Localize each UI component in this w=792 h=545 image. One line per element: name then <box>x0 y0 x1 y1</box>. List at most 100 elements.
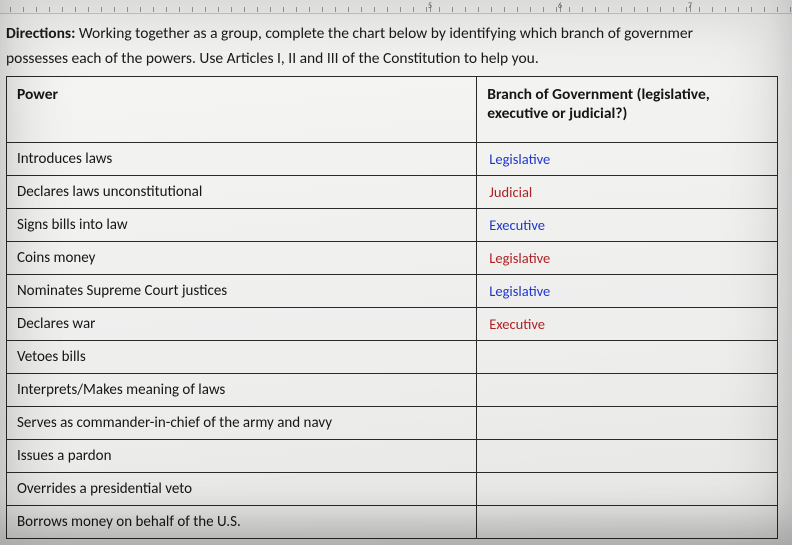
ruler-tick <box>608 7 609 12</box>
ruler-tick <box>465 7 466 12</box>
cell-branch[interactable]: Executive <box>477 307 778 340</box>
ruler-tick <box>504 7 505 12</box>
ruler-tick <box>699 7 700 12</box>
ruler-label: 5 <box>428 1 432 11</box>
cell-branch[interactable]: Legislative <box>477 241 778 274</box>
ruler-tick <box>88 7 89 12</box>
header-branch: Branch of Government (legislative, execu… <box>477 76 778 142</box>
ruler-tick <box>647 7 648 12</box>
ruler-tick <box>439 7 440 12</box>
cell-power: Borrows money on behalf of the U.S. <box>7 505 477 538</box>
ruler-tick <box>686 7 687 12</box>
ruler-tick <box>322 7 323 12</box>
ruler: 5 6 7 <box>0 0 792 14</box>
ruler-tick <box>348 7 349 12</box>
ruler-tick <box>62 7 63 12</box>
ruler-tick <box>400 7 401 12</box>
table-row: Vetoes bills <box>7 340 778 373</box>
ruler-tick <box>556 7 557 12</box>
cell-branch[interactable]: Executive <box>477 208 778 241</box>
ruler-tick <box>309 7 310 12</box>
cell-branch[interactable]: Legislative <box>477 274 778 307</box>
ruler-tick <box>582 7 583 12</box>
ruler-tick <box>49 7 50 12</box>
ruler-tick <box>205 7 206 12</box>
cell-branch[interactable] <box>477 340 778 373</box>
ruler-tick <box>140 7 141 12</box>
ruler-tick <box>530 7 531 12</box>
ruler-tick <box>244 7 245 12</box>
ruler-tick <box>127 7 128 12</box>
ruler-tick <box>270 7 271 12</box>
cell-power: Coins money <box>7 241 477 274</box>
ruler-tick <box>374 7 375 12</box>
content-area: Directions: Working together as a group,… <box>4 24 784 539</box>
ruler-tick <box>231 7 232 12</box>
table-row: Borrows money on behalf of the U.S. <box>7 505 778 538</box>
ruler-tick <box>179 7 180 12</box>
ruler-tick <box>257 7 258 12</box>
ruler-tick <box>621 7 622 12</box>
ruler-tick <box>426 7 427 12</box>
ruler-tick <box>634 7 635 12</box>
ruler-tick <box>296 7 297 12</box>
cell-branch[interactable] <box>477 472 778 505</box>
table-body: Introduces lawsLegislativeDeclares laws … <box>7 142 778 538</box>
ruler-tick <box>491 7 492 12</box>
ruler-tick <box>114 7 115 12</box>
cell-branch[interactable] <box>477 505 778 538</box>
directions-line-1: Directions: Working together as a group,… <box>6 24 778 45</box>
table-row: Overrides a presidential veto <box>7 472 778 505</box>
ruler-label: 6 <box>558 1 562 11</box>
cell-power: Overrides a presidential veto <box>7 472 477 505</box>
ruler-tick <box>101 7 102 12</box>
cell-power: Issues a pardon <box>7 439 477 472</box>
cell-branch[interactable]: Legislative <box>477 142 778 175</box>
table-row: Nominates Supreme Court justicesLegislat… <box>7 274 778 307</box>
cell-power: Declares laws unconstitutional <box>7 175 477 208</box>
cell-branch[interactable] <box>477 439 778 472</box>
worksheet-page: 5 6 7 Directions: Working together as a gr… <box>0 0 792 545</box>
ruler-tick <box>361 7 362 12</box>
cell-branch[interactable] <box>477 373 778 406</box>
ruler-tick <box>595 7 596 12</box>
ruler-tick <box>335 7 336 12</box>
ruler-tick <box>543 7 544 12</box>
ruler-tick <box>10 7 11 12</box>
cell-branch[interactable]: Judicial <box>477 175 778 208</box>
ruler-tick <box>166 7 167 12</box>
powers-table: Power Branch of Government (legislative,… <box>6 76 778 539</box>
ruler-tick <box>725 7 726 12</box>
ruler-tick <box>192 7 193 12</box>
ruler-tick <box>75 7 76 12</box>
table-row: Serves as commander-in-chief of the army… <box>7 406 778 439</box>
ruler-tick <box>790 7 791 12</box>
table-header-row: Power Branch of Government (legislative,… <box>7 76 778 142</box>
ruler-label: 7 <box>688 1 692 11</box>
ruler-tick <box>569 7 570 12</box>
cell-power: Vetoes bills <box>7 340 477 373</box>
header-power: Power <box>7 76 477 142</box>
ruler-tick <box>712 7 713 12</box>
ruler-tick <box>673 7 674 12</box>
ruler-tick <box>153 7 154 12</box>
table-row: Issues a pardon <box>7 439 778 472</box>
cell-power: Introduces laws <box>7 142 477 175</box>
ruler-tick <box>23 7 24 12</box>
ruler-ticks: 5 6 7 <box>0 0 792 13</box>
cell-power: Declares war <box>7 307 477 340</box>
cell-power: Nominates Supreme Court justices <box>7 274 477 307</box>
ruler-tick <box>764 7 765 12</box>
table-row: Coins moneyLegislative <box>7 241 778 274</box>
ruler-tick <box>218 7 219 12</box>
table-row: Interprets/Makes meaning of laws <box>7 373 778 406</box>
ruler-tick <box>660 7 661 12</box>
cell-power: Signs bills into law <box>7 208 477 241</box>
ruler-tick <box>452 7 453 12</box>
cell-branch[interactable] <box>477 406 778 439</box>
ruler-tick <box>777 7 778 12</box>
table-row: Introduces lawsLegislative <box>7 142 778 175</box>
ruler-tick <box>517 7 518 12</box>
cell-power: Interprets/Makes meaning of laws <box>7 373 477 406</box>
ruler-tick <box>413 7 414 12</box>
